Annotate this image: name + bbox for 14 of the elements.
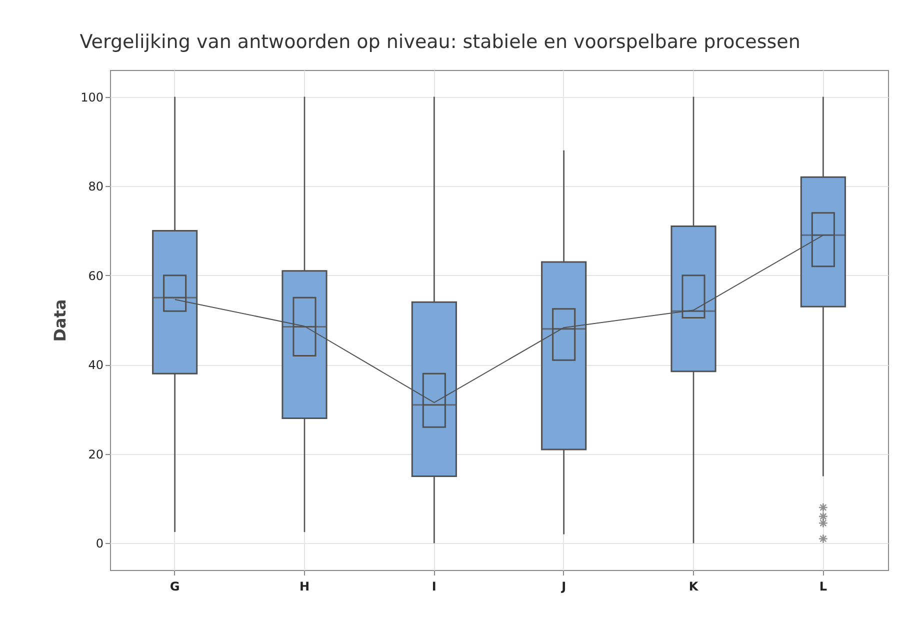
x-tick-label: G (170, 580, 180, 594)
y-tick-label: 20 (88, 447, 104, 462)
x-tick-label: J (560, 580, 566, 594)
x-tick-label: I (432, 580, 436, 594)
x-tick-label: H (299, 580, 310, 594)
chart-title: Vergelijking van antwoorden op niveau: stabiele en voorspelbare processen (80, 31, 800, 53)
y-tick-label: 60 (88, 268, 104, 283)
y-axis-title: Data (50, 299, 70, 342)
x-tick-label: L (819, 580, 828, 594)
y-tick-label: 40 (88, 358, 104, 372)
x-tick-label: K (688, 580, 699, 594)
y-tick-label: 80 (88, 180, 104, 194)
y-tick-label: 0 (96, 536, 104, 551)
y-tick-label: 100 (80, 90, 104, 104)
